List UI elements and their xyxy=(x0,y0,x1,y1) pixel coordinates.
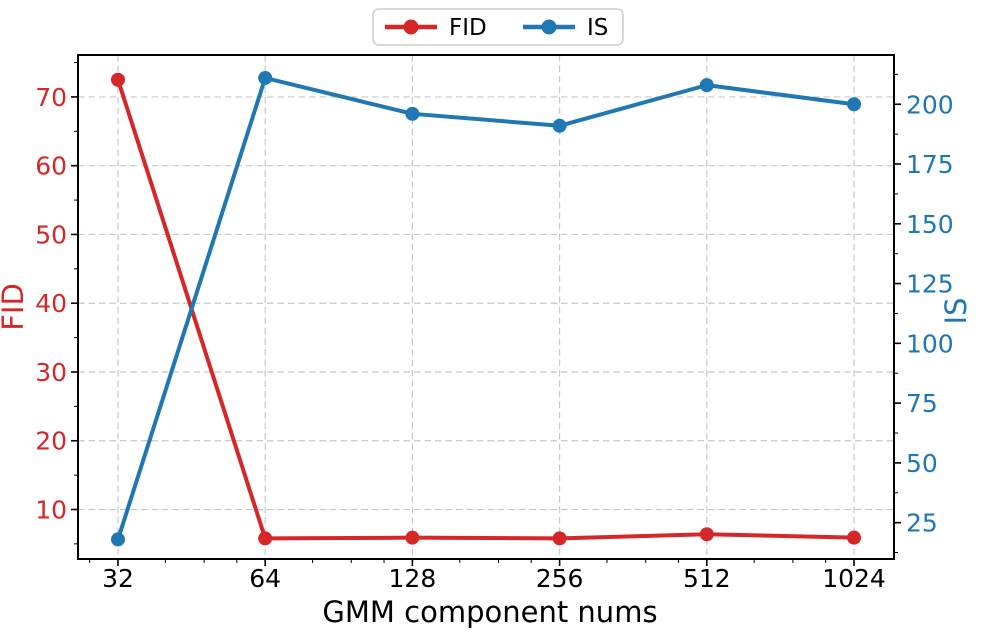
is-tick-label-75: 75 xyxy=(906,389,938,418)
is-series xyxy=(110,70,862,547)
is-point-64 xyxy=(258,70,273,85)
is-tick-label-50: 50 xyxy=(906,449,938,478)
fid-point-512 xyxy=(699,527,714,542)
legend-box xyxy=(372,8,624,46)
is-point-512 xyxy=(699,78,714,93)
fid-point-128 xyxy=(405,530,420,545)
legend-marker-is xyxy=(541,19,557,35)
fid-tick-label-20: 20 xyxy=(35,427,67,456)
fid-line xyxy=(115,77,857,541)
x-tick-label-32: 32 xyxy=(102,564,134,593)
major-tick-marks xyxy=(71,96,901,566)
gridlines xyxy=(78,55,894,559)
right-axis-label: IS xyxy=(939,298,973,325)
fid-tick-label-40: 40 xyxy=(35,289,67,318)
minor-tick-marks xyxy=(74,62,898,563)
fid-point-32 xyxy=(110,72,125,87)
fid-point-1024 xyxy=(847,530,862,545)
is-tick-label-150: 150 xyxy=(906,210,954,239)
x-tick-label-128: 128 xyxy=(389,564,437,593)
is-point-256 xyxy=(552,118,567,133)
fid-tick-label-70: 70 xyxy=(35,83,67,112)
is-tick-label-200: 200 xyxy=(906,90,954,119)
fid-point-64 xyxy=(258,531,273,546)
legend: FID IS xyxy=(372,8,624,46)
is-tick-label-100: 100 xyxy=(906,329,954,358)
is-tick-label-25: 25 xyxy=(906,509,938,538)
fid-series xyxy=(110,72,862,546)
x-axis-label: GMM component nums xyxy=(322,595,657,629)
is-point-32 xyxy=(110,532,125,547)
is-point-128 xyxy=(405,106,420,121)
left-axis-label: FID xyxy=(0,283,30,331)
is-tick-label-125: 125 xyxy=(906,270,954,299)
x-tick-label-512: 512 xyxy=(683,564,731,593)
x-tick-label-1024: 1024 xyxy=(822,564,886,593)
x-tick-label-256: 256 xyxy=(536,564,584,593)
plot-border xyxy=(77,54,895,560)
fid-tick-label-30: 30 xyxy=(35,358,67,387)
is-line xyxy=(115,75,857,542)
legend-marker-fid xyxy=(403,19,419,35)
fid-tick-label-50: 50 xyxy=(35,220,67,249)
fid-tick-label-10: 10 xyxy=(35,495,67,524)
fid-point-256 xyxy=(552,531,567,546)
legend-label-is: IS xyxy=(587,15,608,41)
x-tick-label-64: 64 xyxy=(249,564,281,593)
is-point-1024 xyxy=(847,97,862,112)
legend-label-fid: FID xyxy=(449,15,487,41)
is-tick-label-175: 175 xyxy=(906,150,954,179)
fid-tick-label-60: 60 xyxy=(35,152,67,181)
